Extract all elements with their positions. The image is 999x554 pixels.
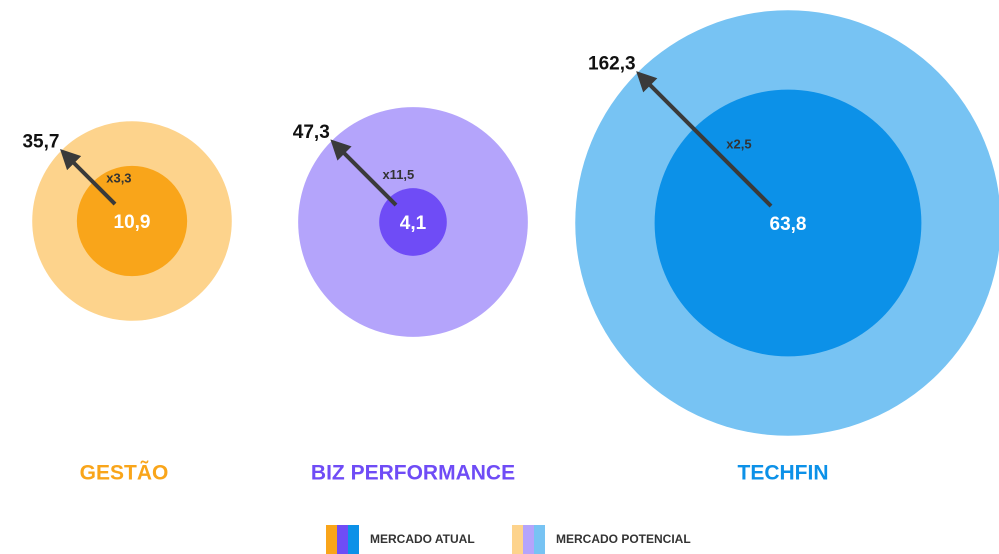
potential-value-label: 35,7	[22, 131, 59, 152]
legend-swatch	[523, 525, 534, 554]
legend-swatch	[337, 525, 348, 554]
category-label: TECHFIN	[738, 462, 829, 485]
legend-swatch	[512, 525, 523, 554]
current-value-label: 10,9	[114, 212, 151, 233]
legend-swatch	[348, 525, 359, 554]
current-value-label: 4,1	[400, 213, 427, 234]
multiplier-label: x3,3	[106, 171, 131, 186]
legend-swatch	[326, 525, 337, 554]
multiplier-label: x2,5	[726, 137, 751, 152]
legend-label: MERCADO ATUAL	[370, 532, 475, 546]
legend-label: MERCADO POTENCIAL	[556, 532, 691, 546]
arrow	[330, 139, 398, 207]
arrow	[636, 71, 773, 208]
category-label: GESTÃO	[80, 462, 169, 485]
category-label: BIZ PERFORMANCE	[311, 462, 515, 485]
arrow	[60, 149, 117, 206]
legend-swatch	[534, 525, 545, 554]
potential-value-label: 47,3	[293, 122, 330, 143]
potential-value-label: 162,3	[588, 54, 636, 75]
current-circle	[379, 188, 447, 256]
current-value-label: 63,8	[770, 214, 807, 235]
multiplier-label: x11,5	[382, 167, 414, 182]
